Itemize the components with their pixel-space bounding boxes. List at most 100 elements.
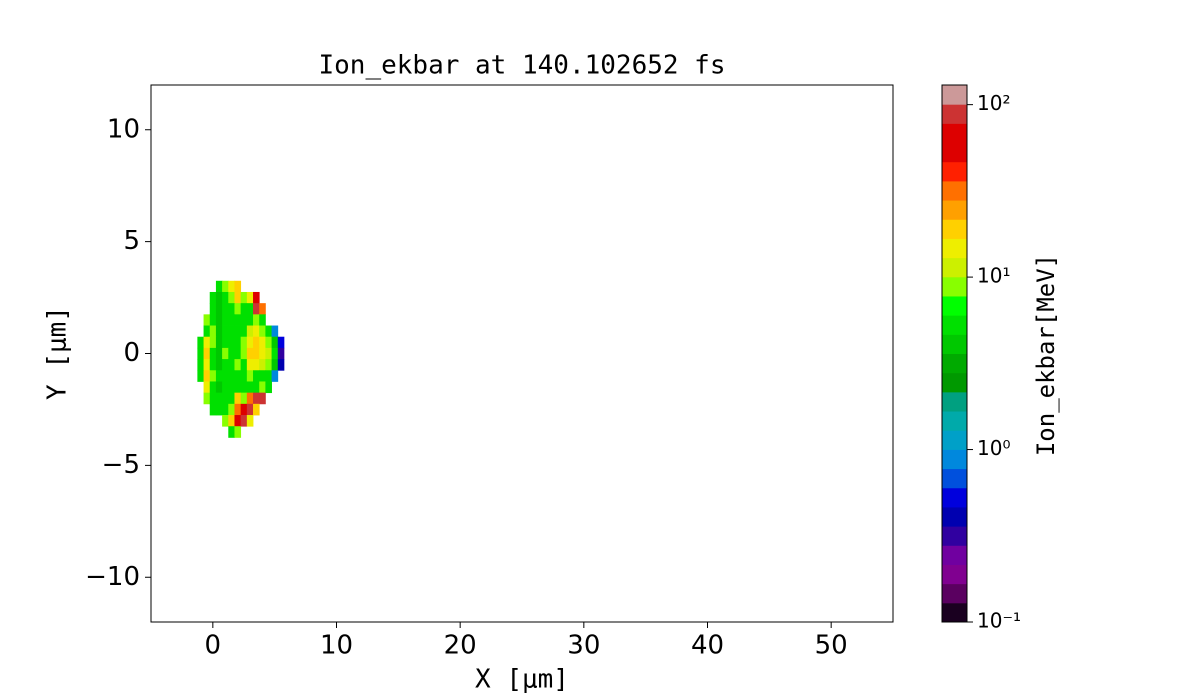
colorbar-label: Ion_ekbar[MeV] (1032, 254, 1060, 456)
heat-cell (234, 314, 242, 326)
heat-cell (203, 336, 211, 349)
heat-cell (234, 336, 242, 349)
heat-cell (222, 280, 229, 293)
x-tick-label: 30 (567, 631, 600, 661)
colorbar-band (942, 602, 967, 623)
heat-cell (259, 370, 266, 382)
heat-cell (222, 314, 229, 326)
colorbar-tick-label: 10¹ (977, 264, 1010, 288)
colorbar-band (942, 449, 967, 470)
heat-cell (215, 303, 223, 315)
x-tick-label: 20 (444, 631, 477, 661)
heat-cell (197, 336, 204, 349)
colorbar-tick-label: 10⁻¹ (977, 609, 1021, 633)
colorbar-band (942, 161, 967, 182)
heat-cell (209, 403, 217, 416)
heat-cell (246, 381, 254, 394)
heat-cell (240, 347, 248, 360)
heat-cell (265, 370, 272, 382)
heat-cell (228, 426, 235, 438)
heat-cell (222, 359, 229, 371)
heat-cell (228, 303, 235, 315)
chart-title: Ion_ekbar at 140.102652 fs (319, 51, 726, 81)
heat-cell (259, 392, 266, 405)
heat-cell (222, 392, 229, 405)
heat-cell (271, 347, 279, 360)
heat-cell (209, 325, 217, 338)
heat-cell (253, 392, 260, 405)
colorbar-band (942, 257, 967, 278)
heat-cell (234, 325, 242, 338)
heat-cell (253, 370, 260, 382)
heat-cell (197, 370, 204, 382)
heat-cell (228, 359, 235, 371)
heat-cell (215, 392, 223, 405)
heat-cell (209, 381, 217, 394)
heat-cell (234, 426, 242, 438)
heat-cell (259, 325, 266, 338)
heat-cell (277, 347, 285, 360)
heat-cell (271, 325, 279, 338)
heat-cell (265, 325, 272, 338)
colorbar-band (942, 372, 967, 393)
colorbar-band (942, 487, 967, 508)
heat-cell (228, 347, 235, 360)
heat-cell (246, 314, 254, 326)
heat-cell (209, 336, 217, 349)
heat-cell (203, 314, 211, 326)
colorbar-band (942, 411, 967, 431)
y-tick-label: 0 (123, 338, 140, 368)
heat-cell (209, 291, 217, 304)
colorbar-band (942, 200, 967, 220)
heat-cell (215, 370, 223, 382)
heat-cell (246, 392, 254, 405)
heat-cell (228, 336, 235, 349)
heat-cell (234, 347, 242, 360)
heat-cell (246, 415, 254, 427)
colorbar-band (942, 334, 967, 354)
heat-cell (246, 403, 254, 416)
heat-cell (228, 415, 235, 427)
x-tick-label: 0 (205, 631, 222, 661)
heat-cell (234, 415, 242, 427)
heat-cell (222, 291, 229, 304)
heat-cell (222, 370, 229, 382)
heat-cell (240, 392, 248, 405)
heat-cell (222, 347, 229, 360)
heat-cell (197, 347, 204, 360)
heat-cell (271, 359, 279, 371)
heat-cell (234, 403, 242, 416)
colorbar-band (942, 583, 967, 604)
heat-cell (215, 381, 223, 394)
heat-cell (203, 381, 211, 394)
heat-cell (228, 381, 235, 394)
heat-cell (265, 347, 272, 360)
heat-cell (215, 314, 223, 326)
colorbar-band (942, 180, 967, 201)
heat-cell (265, 336, 272, 349)
colorbar-band (942, 142, 967, 163)
heat-cell (215, 325, 223, 338)
heat-cell (253, 403, 260, 416)
heat-cell (246, 336, 254, 349)
colorbar-band (942, 430, 967, 450)
heat-cell (215, 403, 223, 416)
colorbar-band (942, 564, 967, 585)
heat-cell (203, 359, 211, 371)
heat-cell (253, 336, 260, 349)
heat-cell (203, 325, 211, 338)
heat-cell (240, 291, 248, 304)
heat-cell (240, 303, 248, 315)
heat-cell (234, 392, 242, 405)
heat-cell (228, 325, 235, 338)
heat-cell (240, 381, 248, 394)
heat-cell (209, 347, 217, 360)
heat-cell (222, 336, 229, 349)
heat-cell (265, 381, 272, 394)
heat-cell (277, 359, 285, 371)
heat-cell (253, 314, 260, 326)
heat-cell (228, 392, 235, 405)
y-tick-label: −5 (102, 450, 140, 480)
heat-cell (203, 347, 211, 360)
heat-cell (197, 359, 204, 371)
